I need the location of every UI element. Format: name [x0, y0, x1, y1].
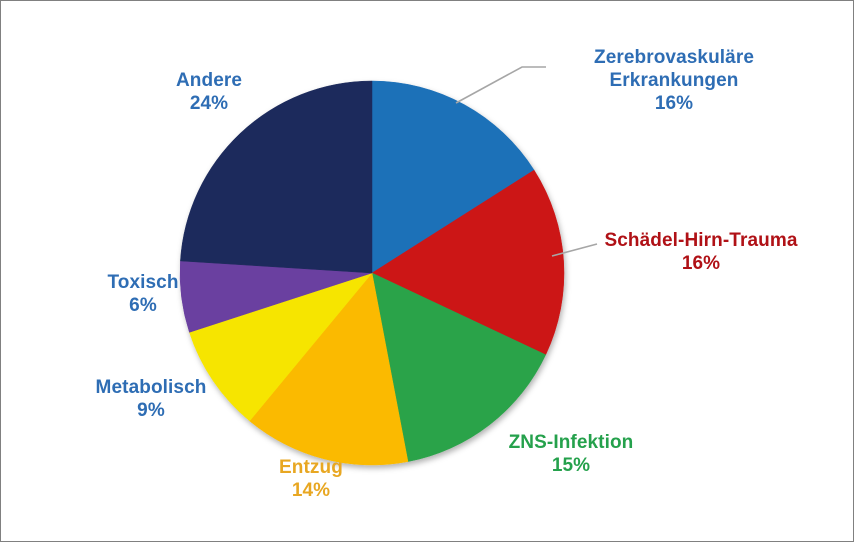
pie-label-value: 9%	[137, 400, 165, 422]
pie-label-value: 16%	[654, 93, 694, 115]
pie-label-name: Schädel-Hirn-Trauma	[604, 230, 798, 251]
pie-slice[interactable]	[371, 169, 565, 356]
pie-label-name: ZNS-Infektion	[508, 432, 634, 453]
pie-slice[interactable]	[180, 80, 373, 274]
pie-label-toxisch: Toxisch 6%	[63, 271, 223, 317]
pie-label-schaedel-hirn-trauma: Schädel-Hirn-Trauma 16%	[586, 229, 816, 275]
pie-label-value: 14%	[291, 480, 331, 502]
pie-label-name: Zerebrovaskuläre	[593, 47, 755, 68]
leader-line-zerebrovaskulaere-erkrankungen	[455, 66, 546, 104]
pie-slice[interactable]	[371, 80, 535, 274]
pie-label-zerebrovaskulaere-erkrankungen: Zerebrovaskuläre Erkrankungen 16%	[534, 46, 814, 116]
pie-label-name: Andere	[175, 70, 243, 91]
pie-label-value: 15%	[551, 455, 591, 477]
leader-line-schaedel-hirn-trauma	[551, 243, 598, 257]
pie-label-entzug: Entzug 14%	[221, 456, 401, 502]
leader-lines-group	[455, 66, 598, 257]
pie-label-name: Entzug	[279, 457, 343, 478]
pie-slice[interactable]	[249, 272, 409, 466]
pie-label-value: 16%	[681, 253, 721, 275]
pie-label-value: 24%	[189, 93, 229, 115]
pie-label-name: Metabolisch	[95, 377, 207, 398]
pie-slice[interactable]	[189, 272, 373, 422]
pie-label-zns-infektion: ZNS-Infektion 15%	[471, 431, 671, 477]
pie-label-value: 6%	[129, 295, 157, 317]
pie-label-andere: Andere 24%	[119, 69, 299, 115]
pie-label-name-second-line: Erkrankungen	[609, 70, 739, 92]
pie-slice[interactable]	[371, 272, 547, 462]
pie-label-name: Toxisch	[107, 272, 179, 293]
pie-label-metabolisch: Metabolisch 9%	[56, 376, 246, 422]
pie-slices-group	[179, 80, 565, 466]
